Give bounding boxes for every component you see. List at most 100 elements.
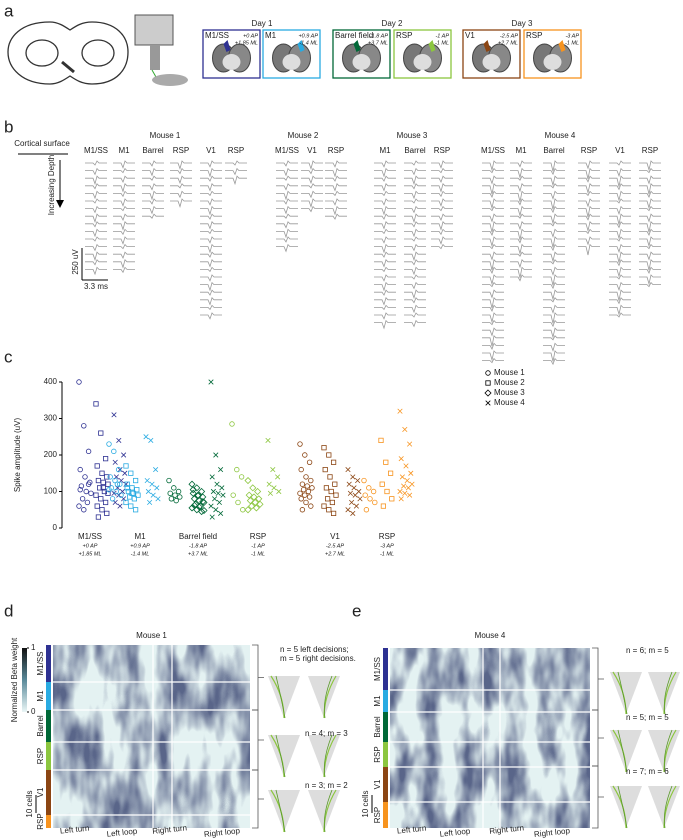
point: [401, 483, 407, 489]
waveform: [374, 198, 396, 206]
waveform: [482, 190, 504, 198]
point: [351, 485, 357, 491]
waveform: [639, 281, 661, 288]
waveform: [609, 183, 631, 191]
waveform: [482, 319, 504, 326]
mouse-title: Mouse 1: [150, 131, 181, 140]
column-label: M1/SS: [275, 146, 299, 155]
annotation: n = 6; m = 5: [626, 646, 669, 655]
waveform: [609, 304, 631, 316]
waveform: [510, 259, 532, 269]
waveform: [510, 228, 532, 240]
point: [216, 499, 222, 506]
waveform: [113, 259, 135, 269]
point: [398, 496, 404, 502]
scale-label: 10 cells: [361, 790, 370, 817]
waveform: [301, 175, 323, 185]
waveform: [142, 190, 164, 201]
point: [321, 503, 327, 509]
point: [299, 507, 306, 513]
point: [81, 423, 87, 429]
site-ml: -1 ML: [435, 40, 449, 46]
waveform: [482, 251, 504, 261]
point: [404, 477, 410, 484]
trajectory-funnel: [268, 676, 300, 718]
brain-core: [543, 54, 562, 70]
point: [379, 481, 385, 487]
column-label: M1/SS: [84, 146, 108, 155]
waveform: [609, 312, 631, 318]
point: [326, 452, 332, 458]
site-ap: -2.5 AP: [500, 33, 518, 39]
waveform: [113, 205, 135, 212]
waveform: [510, 183, 532, 193]
waveform: [543, 205, 565, 214]
point: [112, 477, 118, 484]
region-label: M1/SS: [36, 651, 45, 675]
waveform: [431, 175, 453, 184]
trajectory-funnel: [268, 790, 300, 832]
point: [346, 481, 352, 487]
trajectory: [663, 729, 673, 773]
track-inner: [25, 39, 59, 67]
point: [209, 474, 215, 480]
waveform: [113, 183, 135, 193]
condition-label: Right turn: [489, 823, 524, 836]
site-ap: -1 AP: [435, 33, 449, 39]
point: [367, 496, 373, 502]
waveform: [639, 198, 661, 210]
waveform: [325, 190, 347, 197]
waveform: [482, 327, 504, 337]
waveform: [482, 350, 504, 362]
trajectory-funnel: [308, 790, 340, 832]
region-strip: [383, 690, 388, 712]
column-label: RSP: [173, 146, 189, 155]
condition-label: Right loop: [534, 826, 571, 839]
point: [175, 488, 182, 495]
waveform: [543, 251, 565, 263]
waveform: [482, 296, 504, 309]
point: [167, 490, 173, 497]
waveform: [404, 289, 426, 300]
waveform: [276, 198, 298, 205]
waveform: [374, 243, 396, 254]
point: [407, 492, 413, 498]
waveform: [543, 312, 565, 324]
point: [397, 408, 403, 414]
column-label: RSP: [434, 146, 450, 155]
point: [302, 492, 308, 498]
group-ap: -1 AP: [251, 543, 265, 549]
point: [118, 492, 124, 498]
waveform: [404, 167, 426, 176]
waveform: [200, 160, 222, 168]
point: [210, 488, 216, 495]
waveform: [482, 304, 504, 312]
point: [327, 474, 333, 480]
waveform: [431, 213, 453, 222]
legend-marker: [485, 370, 491, 376]
site-ap: -3 AP: [565, 33, 579, 39]
waveform: [301, 190, 323, 199]
region-strip: [383, 767, 388, 802]
waveform-column: [543, 160, 565, 366]
waveform: [431, 183, 453, 193]
waveform: [482, 220, 504, 233]
point: [271, 485, 277, 491]
waveform: [543, 350, 565, 362]
point: [107, 474, 113, 480]
waveform: [200, 213, 222, 220]
point: [194, 492, 202, 500]
waveform-column: [431, 160, 453, 250]
point: [213, 507, 219, 513]
waveform-column: [578, 160, 600, 256]
waveform: [510, 198, 532, 206]
point: [304, 483, 310, 489]
trajectory-funnel: [610, 786, 642, 828]
point: [99, 470, 105, 476]
waveform: [225, 175, 247, 186]
waveform: [325, 198, 347, 206]
point: [402, 426, 408, 433]
point: [353, 503, 359, 509]
waveform: [543, 342, 565, 352]
waveform: [639, 182, 661, 195]
